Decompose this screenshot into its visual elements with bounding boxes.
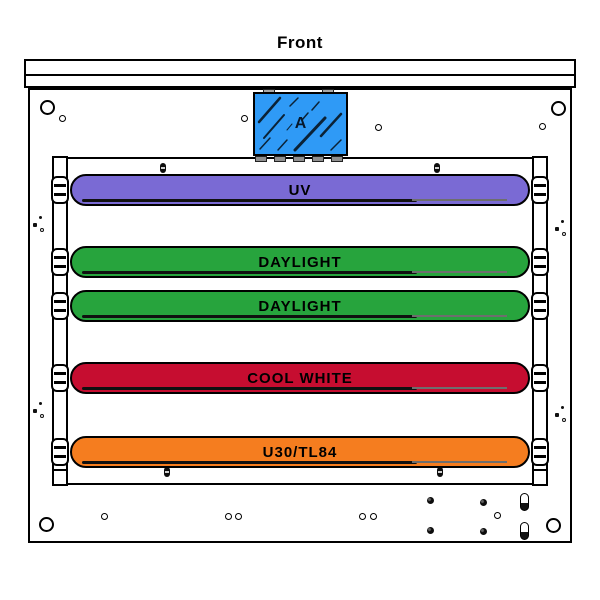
a-lamp-foot — [255, 156, 267, 162]
lamp-frame-bottom-edge — [66, 483, 534, 485]
keyhole-slot-icon — [520, 493, 529, 511]
top-bar-seam-line — [26, 74, 574, 76]
screw-icon — [480, 528, 487, 535]
keyhole-slot-icon — [520, 522, 529, 540]
screw-hole — [235, 513, 242, 520]
tube-shading — [412, 387, 507, 389]
tube-shading — [412, 199, 507, 201]
mounting-hole-bottom-right — [546, 518, 561, 533]
tube-shading — [412, 461, 507, 463]
lamp-socket-right — [531, 364, 549, 392]
screw-hole-right-of-a-lamp — [375, 124, 382, 131]
screw-cluster-icon — [33, 216, 45, 234]
screw-icon — [160, 163, 166, 173]
left-rail-foot — [52, 469, 68, 471]
tube-label: DAYLIGHT — [258, 297, 342, 315]
lamp-socket-left — [51, 438, 69, 466]
screw-icon — [164, 467, 170, 477]
mounting-hole-bottom-left — [39, 517, 54, 532]
a-lamp-foot — [274, 156, 286, 162]
screw-cluster-icon — [33, 402, 45, 420]
lamp-socket-left — [51, 292, 69, 320]
tube-daylight-2: DAYLIGHT — [70, 290, 530, 322]
tube-cool-white: COOL WHITE — [70, 362, 530, 394]
diagram-title: Front — [277, 33, 323, 52]
a-lamp-label: A — [294, 115, 307, 132]
cabinet-top-bar — [24, 59, 576, 88]
tube-label: U30/TL84 — [262, 443, 338, 461]
glass-hatch-icon — [257, 96, 343, 152]
screw-icon — [427, 527, 434, 534]
a-lamp-foot — [331, 156, 343, 162]
screw-cluster-icon — [555, 406, 567, 424]
tube-shading — [82, 461, 417, 464]
mounting-hole-top-right — [551, 101, 566, 116]
screw-icon — [480, 499, 487, 506]
lamp-frame-left-rail — [52, 156, 68, 486]
right-rail-foot — [532, 469, 548, 471]
tube-shading — [82, 387, 417, 390]
screw-icon — [437, 467, 443, 477]
screw-hole — [101, 513, 108, 520]
tube-shading — [82, 271, 417, 274]
lamp-socket-right — [531, 292, 549, 320]
lamp-socket-right — [531, 438, 549, 466]
mounting-hole-top-left — [40, 100, 55, 115]
lamp-socket-left — [51, 176, 69, 204]
screw-hole-top-left — [59, 115, 66, 122]
a-lamp-foot — [312, 156, 324, 162]
tube-shading — [412, 271, 507, 273]
lamp-socket-left — [51, 248, 69, 276]
lamp-socket-right — [531, 176, 549, 204]
lamp-socket-left — [51, 364, 69, 392]
tube-label: UV — [288, 181, 312, 199]
screw-cluster-icon — [555, 220, 567, 238]
screw-hole — [494, 512, 501, 519]
a-lamp-foot — [293, 156, 305, 162]
screw-icon — [434, 163, 440, 173]
tube-u30-tl84: U30/TL84 — [70, 436, 530, 468]
lamp-socket-right — [531, 248, 549, 276]
tube-shading — [412, 315, 507, 317]
tube-label: COOL WHITE — [247, 369, 353, 387]
screw-hole-left-of-a-lamp — [241, 115, 248, 122]
tube-shading — [82, 199, 417, 202]
lamp-frame-right-rail — [532, 156, 548, 486]
screw-hole — [225, 513, 232, 520]
tube-shading — [82, 315, 417, 318]
tube-uv: UV — [70, 174, 530, 206]
screw-hole — [359, 513, 366, 520]
tube-label: DAYLIGHT — [258, 253, 342, 271]
a-lamp: A — [253, 92, 348, 156]
screw-icon — [427, 497, 434, 504]
screw-hole — [370, 513, 377, 520]
screw-hole-top-right — [539, 123, 546, 130]
tube-daylight-1: DAYLIGHT — [70, 246, 530, 278]
